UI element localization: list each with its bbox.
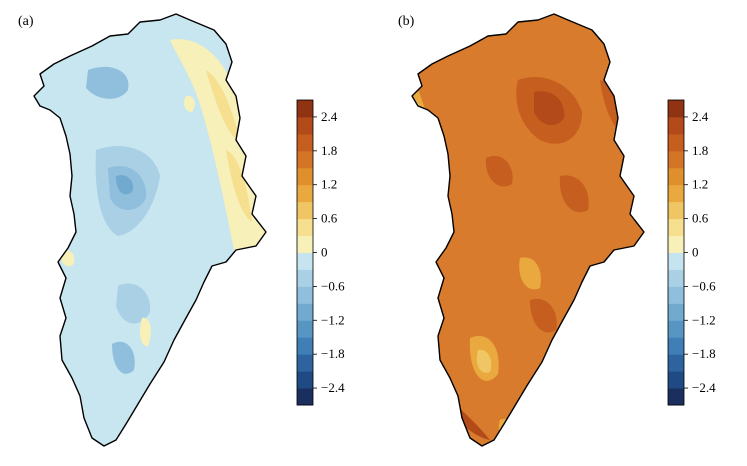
contour-patch-b (530, 298, 557, 333)
colorbar-segment (668, 388, 684, 406)
contour-patch-a (140, 317, 151, 347)
coastline-a (33, 13, 267, 447)
coastline-b (411, 13, 645, 447)
contour-patch-b (519, 257, 541, 290)
colorbar-tick-label: 2.4 (692, 109, 709, 124)
colorbar-segment (668, 235, 684, 253)
colorbar-segment (668, 371, 684, 389)
colorbar-segment (668, 218, 684, 237)
contour-patch-b (534, 91, 565, 126)
colorbar-segment (297, 337, 313, 355)
colorbar-segment (668, 100, 684, 118)
colorbar-tick-label: 1.8 (692, 143, 708, 158)
colorbar-segment (668, 116, 684, 135)
colorbar-tick-label: −2.4 (321, 380, 345, 395)
colorbar-tick-label: 0.6 (692, 211, 709, 226)
colorbar-a: 2.4 1.8 1.2 0.6 0 −0.6 −1.2 −1.8 −2.4 (296, 99, 345, 406)
colorbar-segment (668, 167, 684, 186)
contour-patch-a (184, 95, 195, 112)
colorbar-segment (297, 371, 313, 389)
colorbar-tick-label: −0.6 (692, 278, 716, 293)
colorbar-segment (668, 201, 684, 220)
colorbar-segment (297, 201, 313, 220)
contour-patch-a (116, 283, 151, 324)
greenland-map-a (33, 13, 267, 447)
colorbar-segment (668, 354, 684, 372)
colorbar-segment (668, 303, 684, 321)
colorbar-tick-label: −0.6 (321, 278, 345, 293)
colorbar-tick-label: 1.2 (321, 177, 337, 192)
contour-patch-a (116, 175, 134, 195)
colorbar-segment (668, 252, 684, 270)
colorbar-segment (668, 184, 684, 203)
colorbar-b: 2.4 1.8 1.2 0.6 0 −0.6 −1.2 −1.8 −2.4 (667, 99, 716, 406)
colorbar-tick-label: −2.4 (692, 380, 716, 395)
contour-patch-b (485, 155, 513, 187)
colorbar-segment (297, 269, 313, 287)
colorbar-segment (297, 320, 313, 338)
colorbar-segment (297, 218, 313, 237)
colorbar-segment (297, 354, 313, 372)
colorbar-tick-label: 2.4 (321, 109, 338, 124)
colorbar-tick-label: 0 (692, 245, 699, 260)
panel-label-b: (b) (398, 14, 415, 29)
colorbar-segment (297, 133, 313, 152)
colorbar-segment (668, 150, 684, 169)
colorbar-segment (297, 100, 313, 118)
colorbar-segment (297, 388, 313, 406)
colorbar-segment (297, 303, 313, 321)
colorbar-tick-label: 0.6 (321, 211, 338, 226)
colorbar-segment (297, 286, 313, 304)
colorbar-tick-label: −1.8 (692, 346, 716, 361)
colorbar-segment (297, 252, 313, 270)
colorbar-segment (668, 133, 684, 152)
contour-patch-b (559, 175, 589, 213)
colorbar-segment (668, 337, 684, 355)
contour-patch-b (476, 349, 492, 373)
contour-patch-a (86, 66, 129, 99)
colorbar-segment (297, 150, 313, 169)
colorbar-segment (297, 116, 313, 135)
colorbar-segment (668, 320, 684, 338)
colorbar-segment (668, 286, 684, 304)
greenland-map-b (411, 13, 645, 447)
colorbar-tick-label: −1.2 (321, 312, 345, 327)
anomaly-contours-a (60, 39, 266, 374)
colorbar-tick-label: −1.2 (692, 312, 716, 327)
colorbar-tick-label: 1.8 (321, 143, 337, 158)
contour-patch-a (112, 341, 135, 374)
contour-patch-a (206, 70, 240, 140)
colorbar-segment (297, 235, 313, 253)
contour-patch-a (226, 150, 252, 222)
panel-label-a: (a) (18, 14, 34, 29)
colorbar-segment (297, 167, 313, 186)
colorbar-tick-label: −1.8 (321, 346, 345, 361)
colorbar-tick-label: 0 (321, 245, 328, 260)
colorbar-tick-label: 1.2 (692, 177, 708, 192)
colorbar-segment (297, 184, 313, 203)
colorbar-segment (668, 269, 684, 287)
